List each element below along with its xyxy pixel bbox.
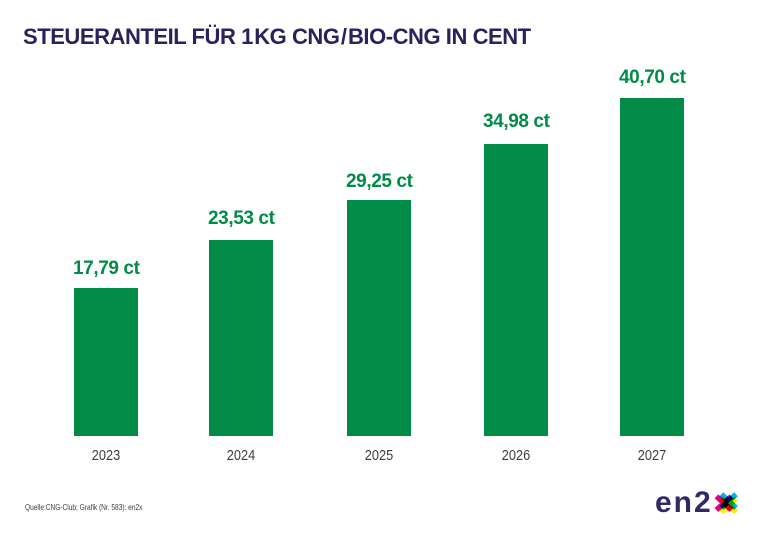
svg-text:en2: en2	[655, 486, 713, 519]
